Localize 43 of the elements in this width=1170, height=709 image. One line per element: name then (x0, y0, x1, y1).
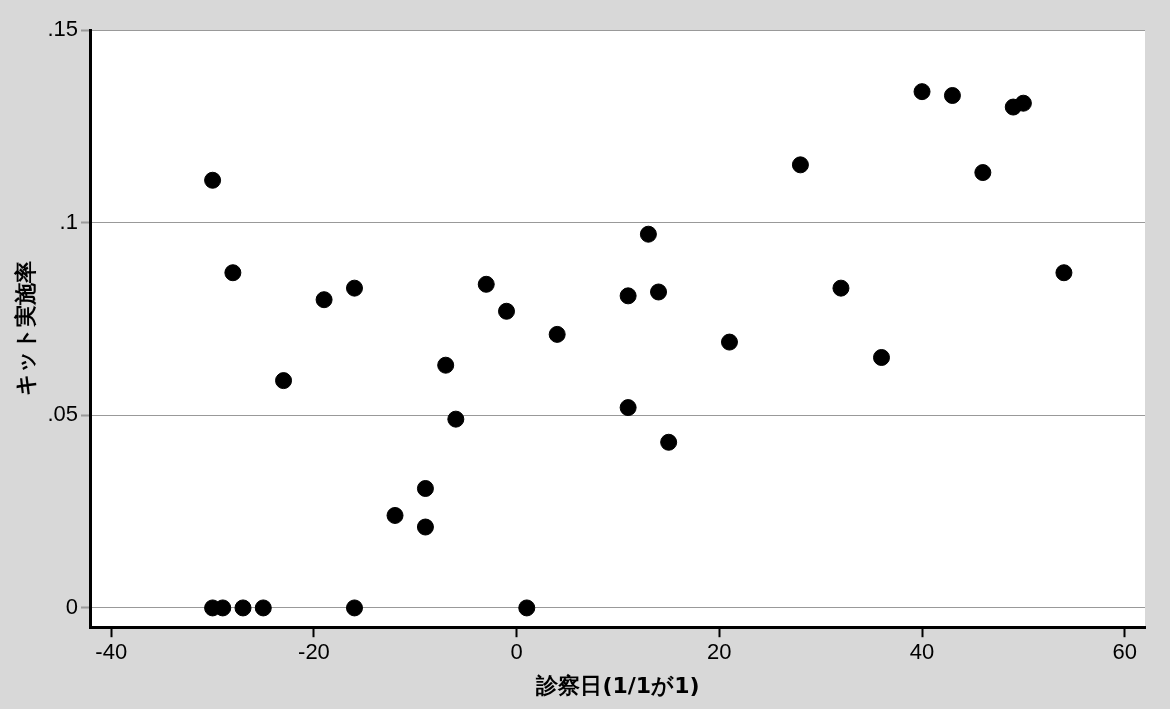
y-axis-title: キット実施率 (12, 261, 38, 397)
point (345, 599, 363, 617)
x-tick-label: 20 (707, 639, 732, 665)
point (1055, 264, 1073, 282)
point (224, 264, 242, 282)
x-tick-label: 0 (510, 639, 523, 665)
point (518, 599, 536, 617)
point (1014, 94, 1032, 112)
point (416, 518, 434, 536)
point (619, 399, 637, 417)
point (386, 506, 404, 524)
point (873, 349, 890, 366)
y-tick-label: .05 (47, 401, 78, 427)
point (943, 87, 961, 104)
point (913, 83, 931, 101)
point (498, 302, 516, 320)
y-tick-label: 0 (65, 594, 78, 619)
x-tick-label: -20 (298, 639, 330, 665)
point (345, 279, 363, 297)
point (548, 325, 566, 343)
point (650, 283, 668, 301)
y-tick-label: .15 (47, 16, 78, 42)
point (791, 156, 809, 174)
point (660, 433, 678, 451)
point (477, 275, 495, 293)
point (974, 164, 992, 182)
x-tick-label: 60 (1112, 639, 1137, 665)
x-tick-label: -40 (95, 639, 128, 665)
point (720, 333, 738, 351)
point (639, 225, 657, 243)
point (234, 599, 252, 617)
x-axis-title: 診察日(1/1が1) (535, 672, 700, 698)
point (437, 356, 455, 374)
y-tick-label: .1 (59, 208, 78, 234)
point (447, 410, 465, 428)
point (275, 372, 293, 390)
point (619, 287, 637, 305)
point (204, 171, 222, 189)
point (254, 599, 272, 617)
point (832, 279, 850, 297)
x-tick-label: 40 (909, 639, 935, 665)
point (416, 480, 434, 497)
point (315, 291, 333, 309)
